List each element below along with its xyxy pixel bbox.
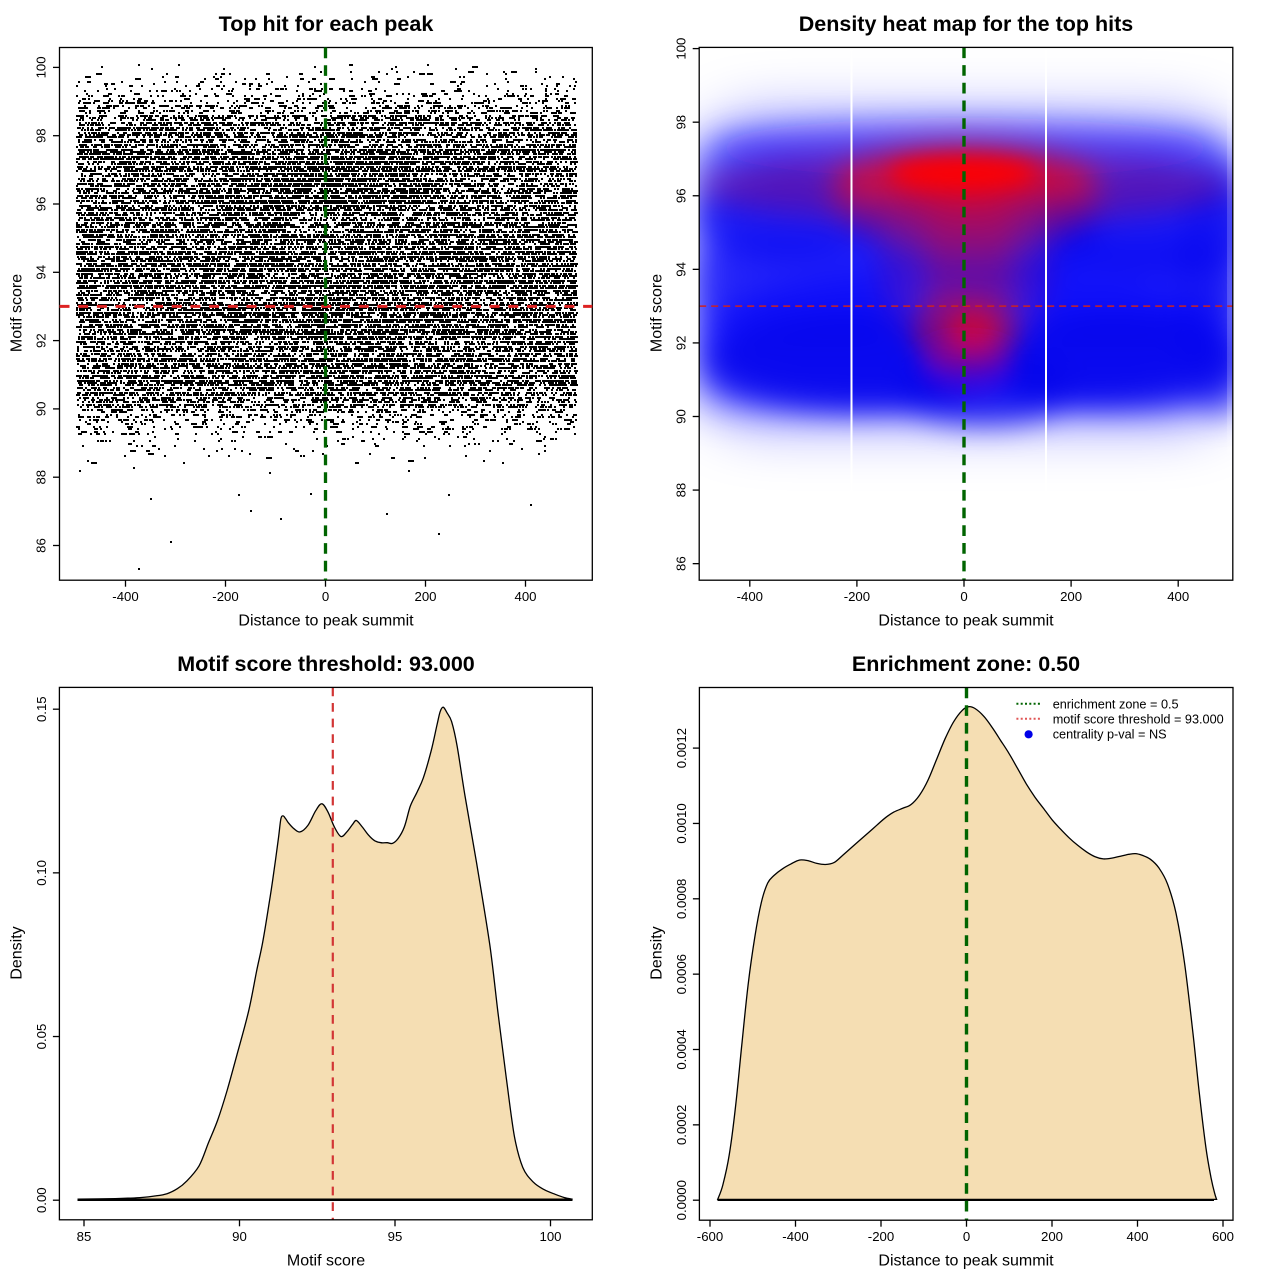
svg-text:0: 0 bbox=[322, 589, 329, 604]
svg-text:0.0000: 0.0000 bbox=[674, 1180, 689, 1220]
svg-text:Motif score: Motif score bbox=[649, 274, 666, 352]
svg-text:-600: -600 bbox=[697, 1229, 723, 1244]
svg-text:86: 86 bbox=[34, 538, 49, 553]
svg-text:600: 600 bbox=[1212, 1229, 1234, 1244]
svg-text:-200: -200 bbox=[844, 589, 870, 604]
svg-text:0.0012: 0.0012 bbox=[674, 728, 689, 768]
svg-text:Distance to peak summit: Distance to peak summit bbox=[878, 1253, 1054, 1270]
svg-text:Motif score threshold: 93.000: Motif score threshold: 93.000 bbox=[177, 652, 475, 676]
svg-text:centrality p-val = NS: centrality p-val = NS bbox=[1053, 727, 1167, 741]
svg-text:88: 88 bbox=[34, 470, 49, 485]
svg-text:86: 86 bbox=[674, 556, 689, 571]
svg-text:0.0008: 0.0008 bbox=[674, 879, 689, 919]
svg-text:Enrichment zone: 0.50: Enrichment zone: 0.50 bbox=[852, 652, 1080, 676]
svg-text:enrichment zone = 0.5: enrichment zone = 0.5 bbox=[1053, 697, 1179, 711]
svg-text:Motif score: Motif score bbox=[9, 274, 26, 352]
svg-text:100: 100 bbox=[539, 1229, 561, 1244]
svg-text:Density: Density bbox=[9, 926, 26, 979]
svg-text:-400: -400 bbox=[737, 589, 763, 604]
svg-text:0: 0 bbox=[963, 1229, 970, 1244]
svg-text:0.0004: 0.0004 bbox=[674, 1029, 689, 1069]
svg-text:0.0006: 0.0006 bbox=[674, 954, 689, 994]
svg-text:400: 400 bbox=[1167, 589, 1189, 604]
svg-text:94: 94 bbox=[674, 262, 689, 277]
svg-text:90: 90 bbox=[34, 402, 49, 417]
svg-text:100: 100 bbox=[674, 38, 689, 60]
svg-text:90: 90 bbox=[232, 1229, 247, 1244]
svg-text:Distance to peak summit: Distance to peak summit bbox=[878, 613, 1054, 630]
svg-text:94: 94 bbox=[34, 265, 49, 280]
svg-text:Density: Density bbox=[649, 926, 666, 979]
svg-text:95: 95 bbox=[388, 1229, 403, 1244]
svg-text:96: 96 bbox=[34, 197, 49, 212]
svg-text:100: 100 bbox=[34, 56, 49, 78]
svg-text:Top hit for each peak: Top hit for each peak bbox=[219, 12, 434, 36]
svg-text:Density heat map for the top h: Density heat map for the top hits bbox=[799, 12, 1134, 36]
svg-text:98: 98 bbox=[674, 115, 689, 130]
svg-text:-200: -200 bbox=[868, 1229, 894, 1244]
svg-text:90: 90 bbox=[674, 409, 689, 424]
svg-text:96: 96 bbox=[674, 188, 689, 203]
svg-text:200: 200 bbox=[1041, 1229, 1063, 1244]
svg-text:-200: -200 bbox=[212, 589, 238, 604]
svg-text:98: 98 bbox=[34, 128, 49, 143]
svg-text:0.05: 0.05 bbox=[34, 1024, 49, 1050]
svg-text:92: 92 bbox=[674, 336, 689, 351]
svg-text:-400: -400 bbox=[112, 589, 138, 604]
svg-text:0.0002: 0.0002 bbox=[674, 1105, 689, 1145]
svg-text:0: 0 bbox=[960, 589, 967, 604]
svg-text:0.0010: 0.0010 bbox=[674, 803, 689, 843]
svg-text:200: 200 bbox=[1060, 589, 1082, 604]
svg-text:400: 400 bbox=[514, 589, 536, 604]
svg-text:0.15: 0.15 bbox=[34, 696, 49, 722]
svg-text:85: 85 bbox=[77, 1229, 92, 1244]
svg-text:motif score threshold = 93.000: motif score threshold = 93.000 bbox=[1053, 712, 1224, 726]
svg-text:400: 400 bbox=[1126, 1229, 1148, 1244]
svg-text:-400: -400 bbox=[782, 1229, 808, 1244]
svg-text:Distance to peak summit: Distance to peak summit bbox=[238, 613, 414, 630]
svg-text:92: 92 bbox=[34, 333, 49, 348]
svg-text:0.10: 0.10 bbox=[34, 860, 49, 886]
svg-text:88: 88 bbox=[674, 483, 689, 498]
svg-text:0.00: 0.00 bbox=[34, 1187, 49, 1213]
svg-text:Motif score: Motif score bbox=[287, 1253, 365, 1270]
svg-text:200: 200 bbox=[414, 589, 436, 604]
